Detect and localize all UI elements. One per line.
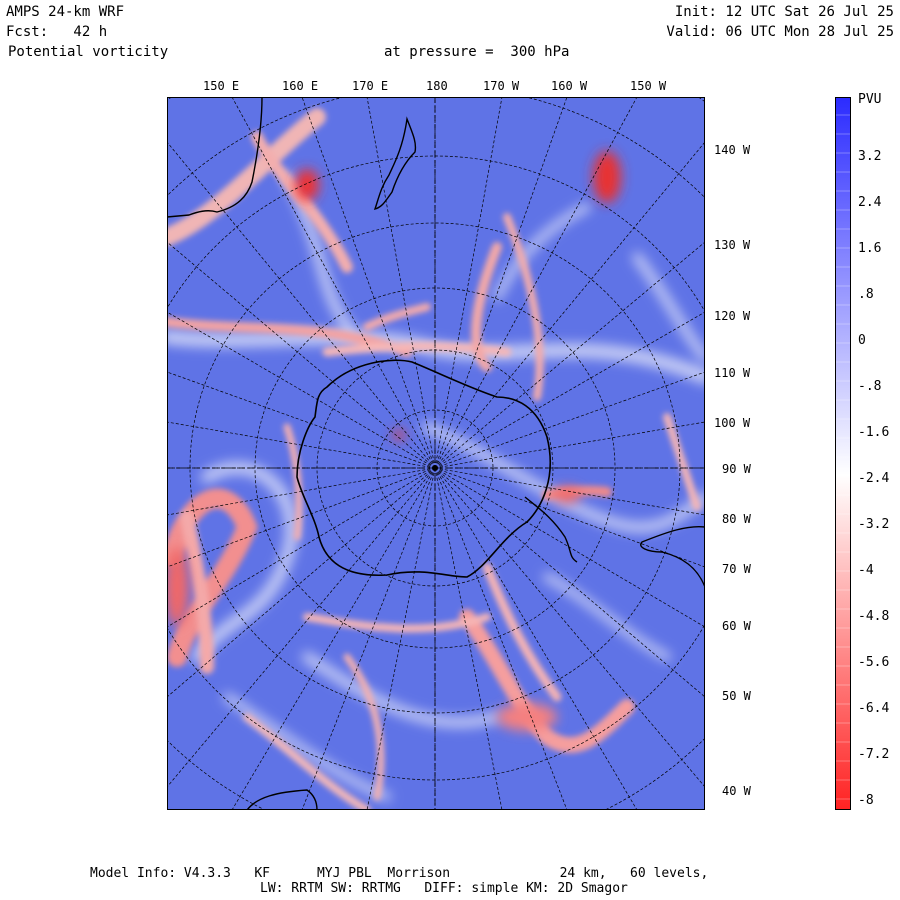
colorbar-tick-label: -8: [858, 793, 874, 808]
colorbar-tick-label: 0: [858, 333, 866, 348]
lon-label-150w: 150 W: [630, 79, 667, 93]
colorbar-unit: PVU: [858, 92, 882, 107]
lon-label-70w: 70 W: [722, 562, 751, 576]
colorbar-tick-label: 2.4: [858, 195, 882, 210]
init-time: Init: 12 UTC Sat 26 Jul 25: [674, 4, 894, 20]
pv-minimum-cores: [167, 151, 621, 731]
model-title: AMPS 24-km WRF: [6, 4, 125, 20]
colorbar-tick-label: 1.6: [858, 241, 882, 256]
lon-label-140w: 140 W: [714, 143, 751, 157]
colorbar-tick-label: 3.2: [858, 149, 882, 164]
colorbar-tick-label: .8: [858, 287, 874, 302]
colorbar-tick-label: -4: [858, 563, 874, 578]
lon-label-100w: 100 W: [714, 416, 751, 430]
valid-time: Valid: 06 UTC Mon 28 Jul 25: [666, 24, 894, 40]
lon-label-180: 180: [426, 79, 448, 93]
center-meridians: [167, 97, 705, 810]
lon-label-150e: 150 E: [203, 79, 240, 93]
africa-coastline: [246, 789, 318, 810]
pv-background-field: [167, 97, 705, 810]
pv-colorbar: [835, 97, 851, 810]
pressure-level: at pressure = 300 hPa: [384, 44, 570, 60]
lon-label-90w: 90 W: [722, 462, 751, 476]
lon-label-110w: 110 W: [714, 366, 751, 380]
australia-coastline: [167, 97, 263, 218]
colorbar-gradient: [835, 97, 851, 810]
lon-label-60w: 60 W: [722, 619, 751, 633]
model-info-line2: LW: RRTM SW: RRTMG DIFF: simple KM: 2D S…: [260, 881, 628, 896]
colorbar-tick-label: -3.2: [858, 517, 890, 532]
lon-label-80w: 80 W: [722, 512, 751, 526]
lon-label-170e: 170 E: [352, 79, 389, 93]
lon-label-50w: 50 W: [722, 689, 751, 703]
lon-label-170w: 170 W: [483, 79, 520, 93]
antarctic-peninsula-coastline: [524, 496, 578, 563]
lon-label-160e: 160 E: [282, 79, 319, 93]
colorbar-tick-label: -6.4: [858, 701, 890, 716]
colorbar-tick-label: -1.6: [858, 425, 890, 440]
lon-label-40w: 40 W: [722, 784, 751, 798]
lon-label-120w: 120 W: [714, 309, 751, 323]
colorbar-tick-label: -2.4: [858, 471, 890, 486]
model-info-line1: Model Info: V4.3.3 KF MYJ PBL Morrison 2…: [90, 866, 709, 881]
antarctica-coastline: [296, 359, 551, 578]
colorbar-tick-label: -4.8: [858, 609, 890, 624]
colorbar-tick-label: -5.6: [858, 655, 890, 670]
colorbar-tick-label: -7.2: [858, 747, 890, 762]
lon-label-160w: 160 W: [551, 79, 588, 93]
colorbar-tick-label: -.8: [858, 379, 882, 394]
south-america-coastline: [640, 525, 705, 588]
forecast-hour: Fcst: 42 h: [6, 24, 108, 40]
field-name: Potential vorticity: [8, 44, 169, 60]
potential-vorticity-map: [167, 97, 705, 810]
lon-label-130w: 130 W: [714, 238, 751, 252]
new-zealand-coastline: [373, 116, 417, 211]
map-frame: [167, 97, 705, 810]
